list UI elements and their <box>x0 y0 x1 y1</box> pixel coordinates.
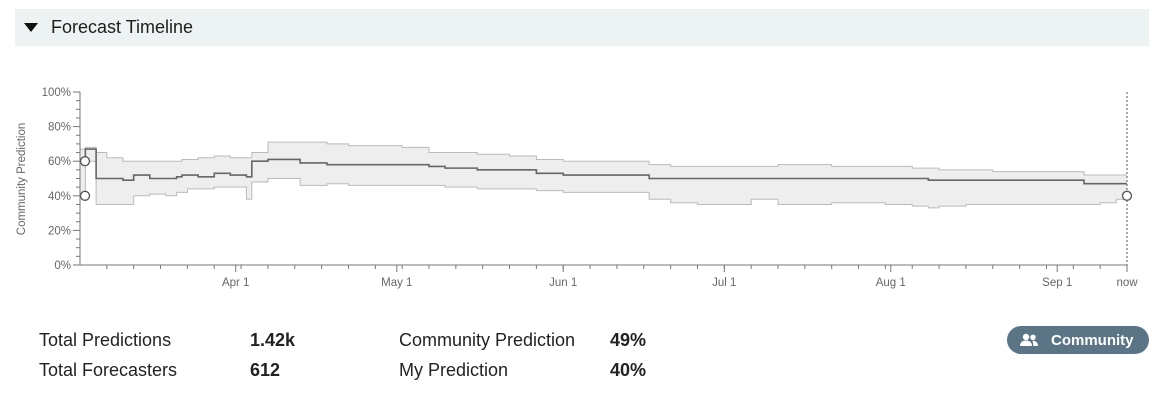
community-prediction-value: 49% <box>610 330 647 350</box>
upper-quartile-line <box>80 141 1127 176</box>
y-tick-label: 80% <box>48 122 71 134</box>
forecast-timeline-header[interactable]: Forecast Timeline <box>15 9 1149 46</box>
forecast-chart: 0% 20% 40% 60% 80% 100% Apr 1 May 1 Jun 1 Jul 1 Au… <box>16 87 1138 289</box>
total-predictions-label: Total Predictions <box>39 330 172 350</box>
y-axis-label: Community Prediction <box>16 123 28 235</box>
x-tick-label: Sep 1 <box>1042 277 1072 289</box>
total-forecasters-value: 612 <box>250 360 281 380</box>
y-tick-label: 0% <box>54 260 71 272</box>
prediction-marker <box>1121 190 1133 201</box>
x-tick-label: Jun 1 <box>549 277 577 289</box>
median-line <box>80 148 1127 185</box>
section-title: Forecast Timeline <box>51 17 194 37</box>
y-tick-label: 20% <box>48 225 71 237</box>
x-tick-label: now <box>1116 277 1138 289</box>
x-tick-label: Jul 1 <box>712 277 736 289</box>
x-tick-label: Aug 1 <box>876 277 906 289</box>
my-prediction-value: 40% <box>610 360 647 380</box>
my-prediction-label: My Prediction <box>399 360 509 380</box>
y-tick-label: 40% <box>48 191 71 203</box>
y-tick-label: 60% <box>48 156 71 168</box>
y-tick-label: 100% <box>42 87 71 99</box>
community-toggle-label: Community <box>1051 331 1134 349</box>
stats-right: Community Prediction 49% My Prediction 40% <box>399 328 646 388</box>
lower-quartile-line <box>80 160 1128 209</box>
stats-left: Total Predictions 1.42k Total Forecasters… <box>39 328 295 388</box>
prediction-marker <box>79 156 91 167</box>
users-icon <box>1019 333 1039 347</box>
community-toggle-button[interactable]: Community <box>1007 326 1149 354</box>
x-tick-label: May 1 <box>381 277 412 289</box>
prediction-marker <box>79 190 91 201</box>
caret-down-icon <box>24 23 38 32</box>
total-forecasters-label: Total Forecasters <box>39 360 178 380</box>
x-tick-label: Apr 1 <box>222 277 250 289</box>
community-prediction-label: Community Prediction <box>399 330 576 350</box>
total-predictions-value: 1.42k <box>250 330 296 350</box>
